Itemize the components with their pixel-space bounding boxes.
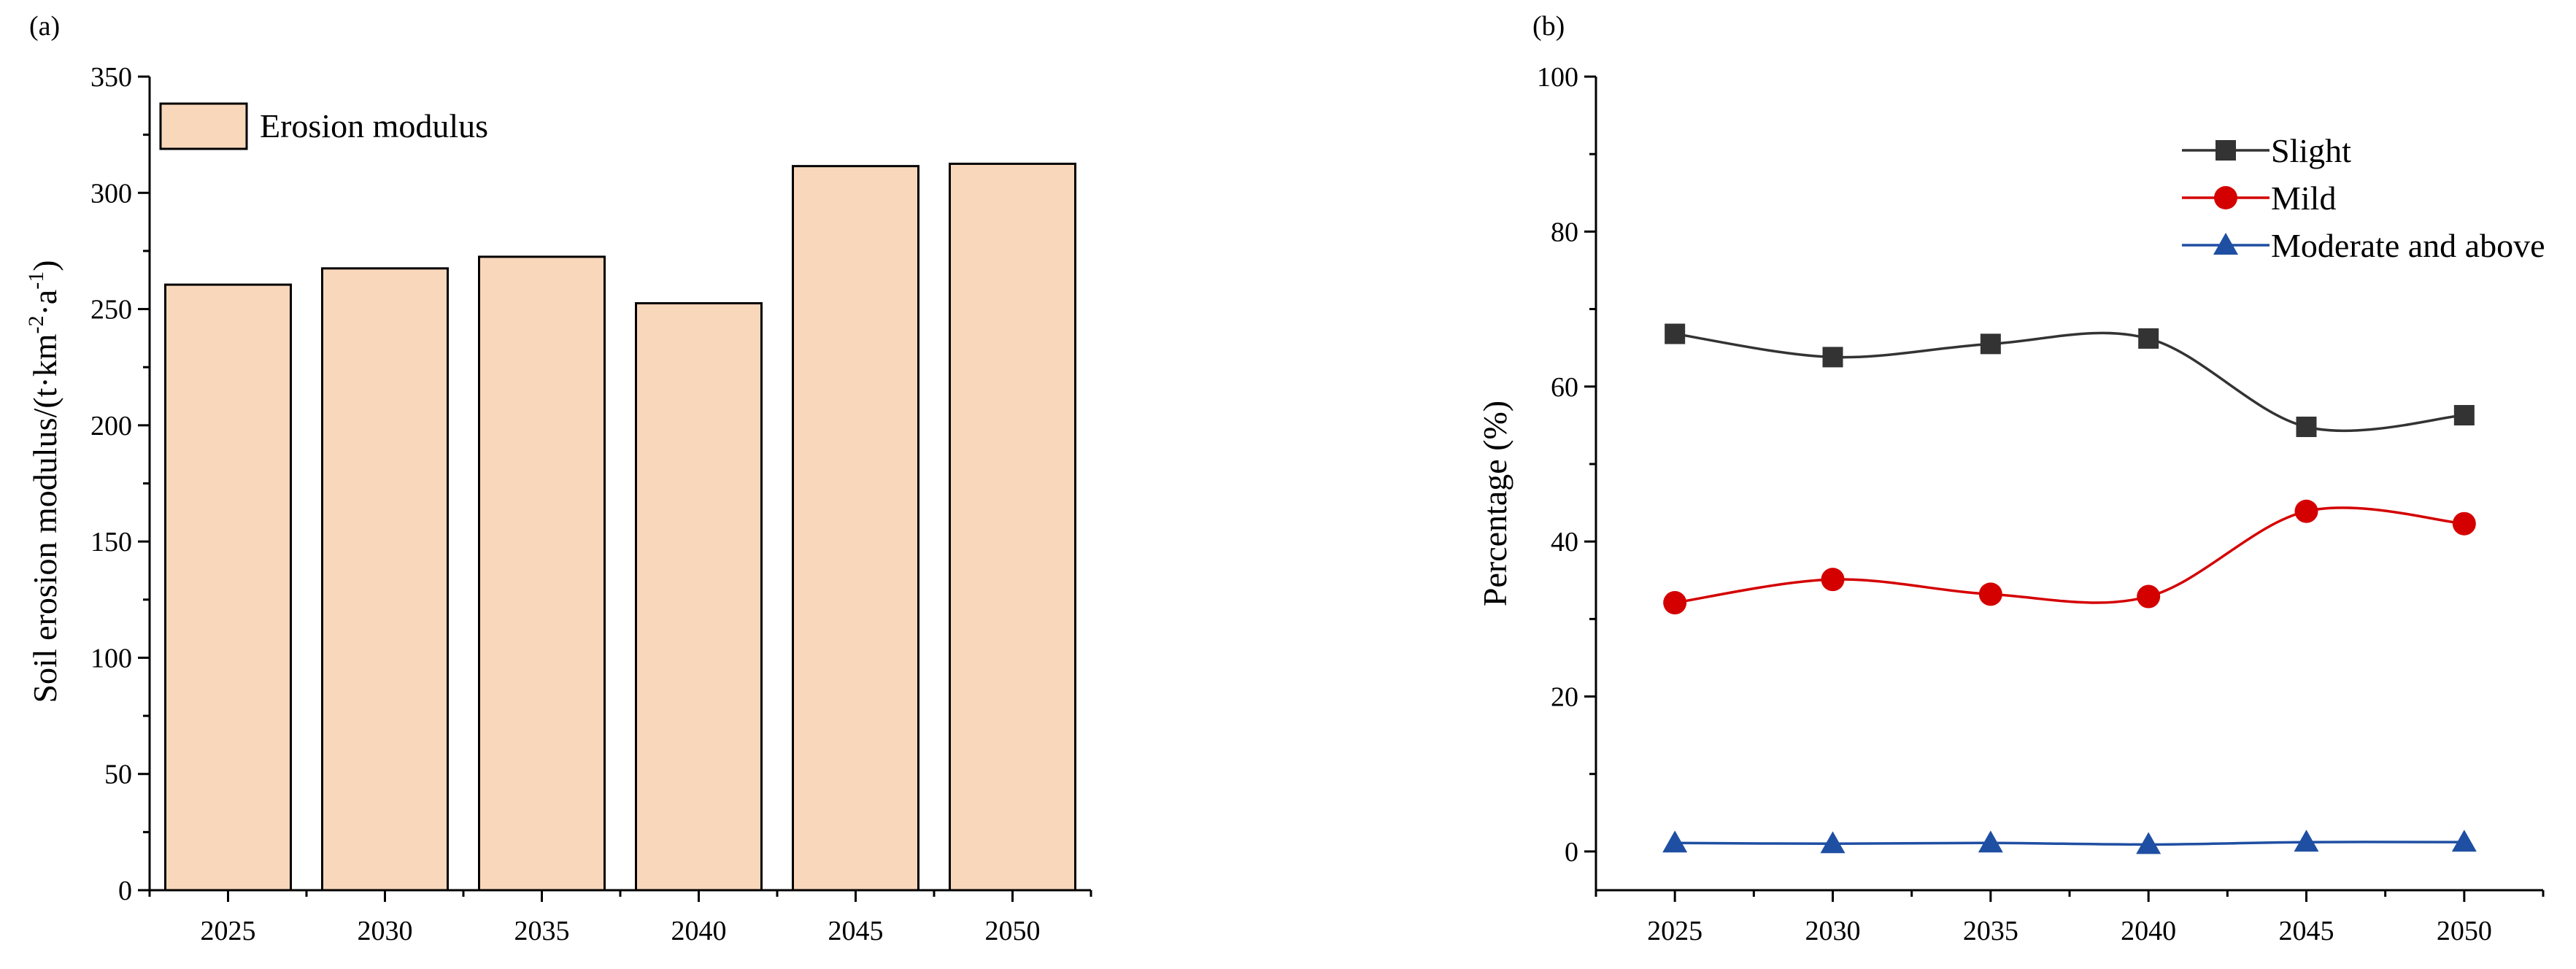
y-tick-label: 0: [1565, 837, 1578, 868]
panel-b-axes: [1594, 77, 2543, 892]
data-point-moderate-and-above-2030: [1820, 831, 1846, 854]
data-point-mild-2040: [2137, 584, 2161, 609]
panel-b-x-ticks: 2025 2030 2035 2040 2045 2050: [1594, 890, 2545, 946]
x-tick-label: 2040: [671, 916, 727, 946]
y-tick-label: 60: [1551, 372, 1578, 403]
x-tick-label: 2040: [2121, 916, 2176, 946]
bar-2035: [478, 255, 606, 892]
x-tick-label: 2035: [1963, 916, 2018, 946]
y-tick-label: 150: [90, 527, 132, 557]
x-tick-label: 2025: [1647, 916, 1702, 946]
data-point-slight-2025: [1665, 323, 1686, 344]
legend-label-slight: Slight: [2271, 132, 2351, 169]
panel-b-label: (b): [1532, 11, 1565, 42]
panel-b-legend: Slight Mild Moderate and above: [2182, 132, 2545, 264]
panel-b-series-markers: [1662, 323, 2477, 854]
ylabel-sup1: -2: [24, 316, 48, 334]
data-point-mild-2035: [1978, 582, 2002, 606]
y-tick-label: 0: [118, 876, 132, 906]
panel-a-y-ticks: 0 50 100 150 200 250 300 350: [90, 62, 150, 906]
bar-group: [164, 162, 1076, 892]
legend-marker-mild: [2214, 186, 2237, 209]
panel-b-series-lines: [1674, 331, 2464, 846]
legend-marker-slight: [2216, 140, 2236, 161]
x-tick-label: 2035: [514, 916, 570, 946]
x-tick-label: 2030: [1805, 916, 1861, 946]
legend-label-mild: Mild: [2271, 179, 2336, 217]
bar-2050: [949, 162, 1076, 892]
x-tick-label: 2050: [2437, 916, 2492, 946]
x-tick-label: 2030: [358, 916, 413, 946]
x-tick-label: 2045: [2279, 916, 2334, 946]
legend-marker-moderate-and-above: [2213, 233, 2238, 255]
ylabel-base: Soil erosion modulus/(t·km: [26, 333, 63, 703]
y-tick-label: 50: [104, 760, 132, 790]
ylabel-end: ): [26, 260, 63, 271]
legend-swatch-erosion-modulus: [159, 102, 248, 150]
data-point-mild-2045: [2294, 499, 2318, 523]
y-tick-label: 300: [90, 178, 132, 209]
data-point-slight-2035: [1980, 333, 2001, 355]
y-tick-label: 350: [90, 62, 132, 93]
x-tick-label: 2045: [828, 916, 884, 946]
x-tick-label: 2025: [201, 916, 256, 946]
y-tick-label: 20: [1551, 682, 1578, 713]
series-line-moderate-and-above: [1675, 841, 2464, 846]
data-point-slight-2050: [2453, 405, 2475, 426]
series-line-mild: [1674, 506, 2464, 604]
x-tick-label: 2050: [985, 916, 1041, 946]
data-point-slight-2040: [2138, 328, 2159, 349]
y-tick-label: 250: [90, 295, 132, 325]
panel-b-y-axis-title: Percentage (%): [1476, 401, 1513, 606]
data-point-moderate-and-above-2035: [1978, 830, 2003, 853]
data-point-moderate-and-above-2050: [2451, 830, 2477, 852]
y-tick-label: 100: [90, 643, 132, 673]
data-point-moderate-and-above-2040: [2136, 832, 2162, 854]
y-tick-label: 200: [90, 411, 132, 441]
y-tick-label: 100: [1537, 62, 1578, 93]
legend-label-moderate-and-above: Moderate and above: [2271, 227, 2545, 264]
bar-2040: [635, 302, 763, 892]
y-tick-label: 80: [1551, 217, 1578, 247]
data-point-mild-2030: [1821, 568, 1845, 592]
series-line-slight: [1674, 331, 2464, 433]
bar-2045: [792, 165, 919, 892]
data-point-slight-2030: [1822, 347, 1843, 368]
data-point-mild-2050: [2452, 511, 2476, 536]
panel-a-label: (a): [29, 11, 60, 42]
panel-b-y-ticks: 0 20 40 60 80 100: [1537, 62, 1596, 868]
bar-2025: [164, 283, 292, 892]
data-point-moderate-and-above-2045: [2294, 830, 2319, 852]
ylabel-sup2: -1: [24, 271, 48, 290]
data-point-moderate-and-above-2025: [1662, 830, 1688, 853]
legend-label-erosion-modulus: Erosion modulus: [260, 107, 488, 144]
bar-2030: [321, 267, 449, 892]
panel-a-y-axis-title: Soil erosion modulus/(t·km-2·a-1): [24, 260, 63, 703]
data-point-slight-2045: [2296, 416, 2317, 437]
panel-a-legend: Erosion modulus: [159, 102, 488, 150]
y-tick-label: 40: [1551, 527, 1578, 557]
data-point-mild-2025: [1663, 591, 1687, 615]
ylabel-mid: ·a: [26, 290, 63, 316]
panel-a-x-ticks: 2025 2030 2035 2040 2045 2050: [148, 890, 1092, 946]
